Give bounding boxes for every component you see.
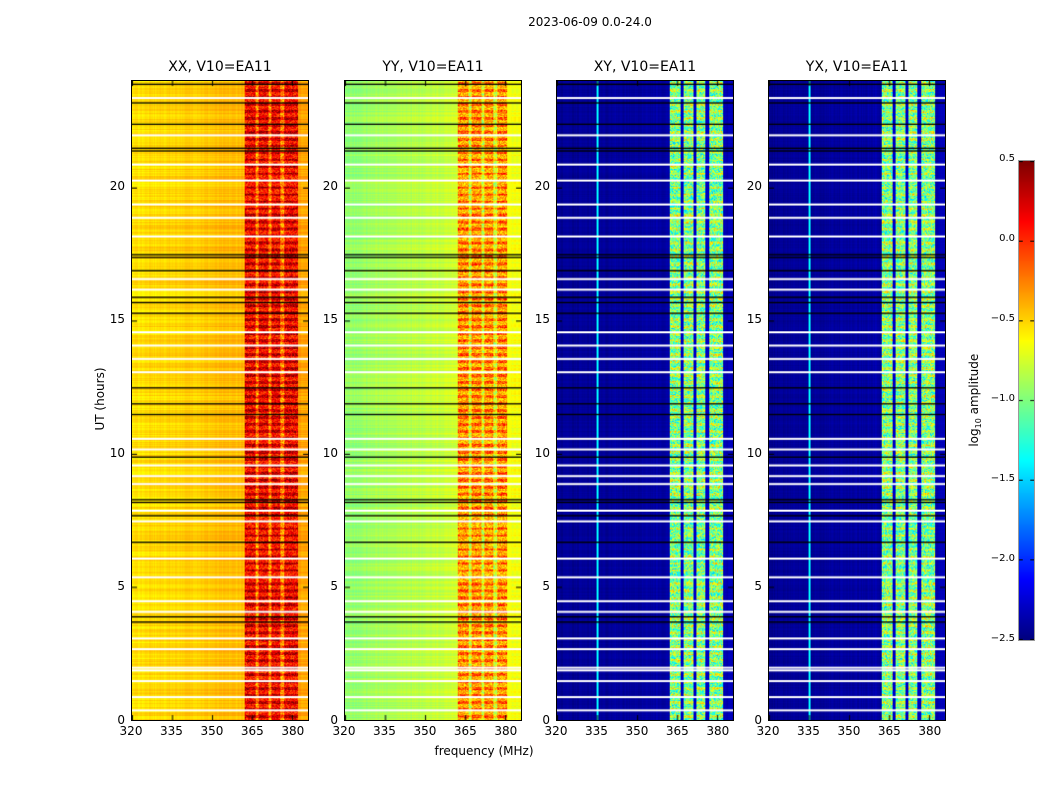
x-tick-label: 320 xyxy=(332,724,356,738)
y-tick-label: 15 xyxy=(109,312,125,327)
y-tick-label: 20 xyxy=(534,178,550,193)
x-tick-label: 350 xyxy=(625,724,649,738)
heatmap-panel-1 xyxy=(131,80,309,721)
y-tick-label: 15 xyxy=(534,312,550,327)
y-tick-label: 15 xyxy=(746,312,762,327)
x-tick-label: 365 xyxy=(240,724,264,738)
x-tick-label: 320 xyxy=(544,724,568,738)
panel-title: XY, V10=EA11 xyxy=(593,59,697,75)
x-tick-label: 365 xyxy=(877,724,901,738)
x-tick-label: 380 xyxy=(706,724,730,738)
y-axis-label: UT (hours) xyxy=(93,367,107,431)
x-tick-label: 350 xyxy=(200,724,224,738)
y-tick-label: 20 xyxy=(109,178,125,193)
colorbar-tick-label: −1.5 xyxy=(990,473,1015,484)
y-tick-label: 10 xyxy=(109,445,125,460)
x-tick-label: 365 xyxy=(453,724,477,738)
y-tick-label: 10 xyxy=(746,445,762,460)
y-tick-label: 0 xyxy=(754,713,762,727)
y-tick-label: 15 xyxy=(322,312,338,327)
y-tick-label: 5 xyxy=(117,579,125,594)
x-tick-label: 335 xyxy=(797,724,820,738)
y-tick-label: 10 xyxy=(534,445,550,460)
colorbar-tick-label: 0.0 xyxy=(999,233,1015,244)
y-tick-label: 20 xyxy=(322,178,338,193)
x-tick-label: 320 xyxy=(119,724,143,738)
colorbar-tick-label: −0.5 xyxy=(990,313,1015,324)
x-tick-label: 380 xyxy=(281,724,305,738)
figure-title: 2023-06-09 0.0-24.0 xyxy=(528,15,652,29)
x-tick-label: 335 xyxy=(373,724,396,738)
y-tick-label: 5 xyxy=(330,579,338,594)
x-axis-label: frequency (MHz) xyxy=(434,744,534,758)
y-tick-label: 5 xyxy=(754,579,762,594)
heatmap-panel-4 xyxy=(768,80,946,721)
heatmap-panel-2 xyxy=(344,80,522,721)
y-tick-label: 0 xyxy=(542,713,550,727)
colorbar-tick-label: −2.5 xyxy=(990,633,1015,644)
x-tick-label: 320 xyxy=(756,724,780,738)
x-tick-label: 380 xyxy=(494,724,518,738)
panel-title: XX, V10=EA11 xyxy=(168,59,272,75)
y-tick-label: 0 xyxy=(117,713,125,727)
heatmap-panel-3 xyxy=(556,80,734,721)
colorbar xyxy=(1018,160,1035,641)
x-tick-label: 335 xyxy=(585,724,608,738)
x-tick-label: 350 xyxy=(413,724,437,738)
x-tick-label: 365 xyxy=(665,724,689,738)
y-tick-label: 10 xyxy=(322,445,338,460)
y-tick-label: 5 xyxy=(542,579,550,594)
x-tick-label: 380 xyxy=(918,724,942,738)
y-tick-label: 0 xyxy=(330,713,338,727)
colorbar-tick-label: −1.0 xyxy=(990,393,1015,404)
colorbar-label: log10 amplitude xyxy=(966,353,984,447)
y-tick-label: 20 xyxy=(746,178,762,193)
panel-title: YX, V10=EA11 xyxy=(805,59,909,75)
x-tick-label: 335 xyxy=(160,724,183,738)
panel-title: YY, V10=EA11 xyxy=(382,59,484,75)
x-tick-label: 350 xyxy=(837,724,861,738)
colorbar-tick-label: −2.0 xyxy=(990,553,1015,564)
colorbar-tick-label: 0.5 xyxy=(999,153,1015,164)
